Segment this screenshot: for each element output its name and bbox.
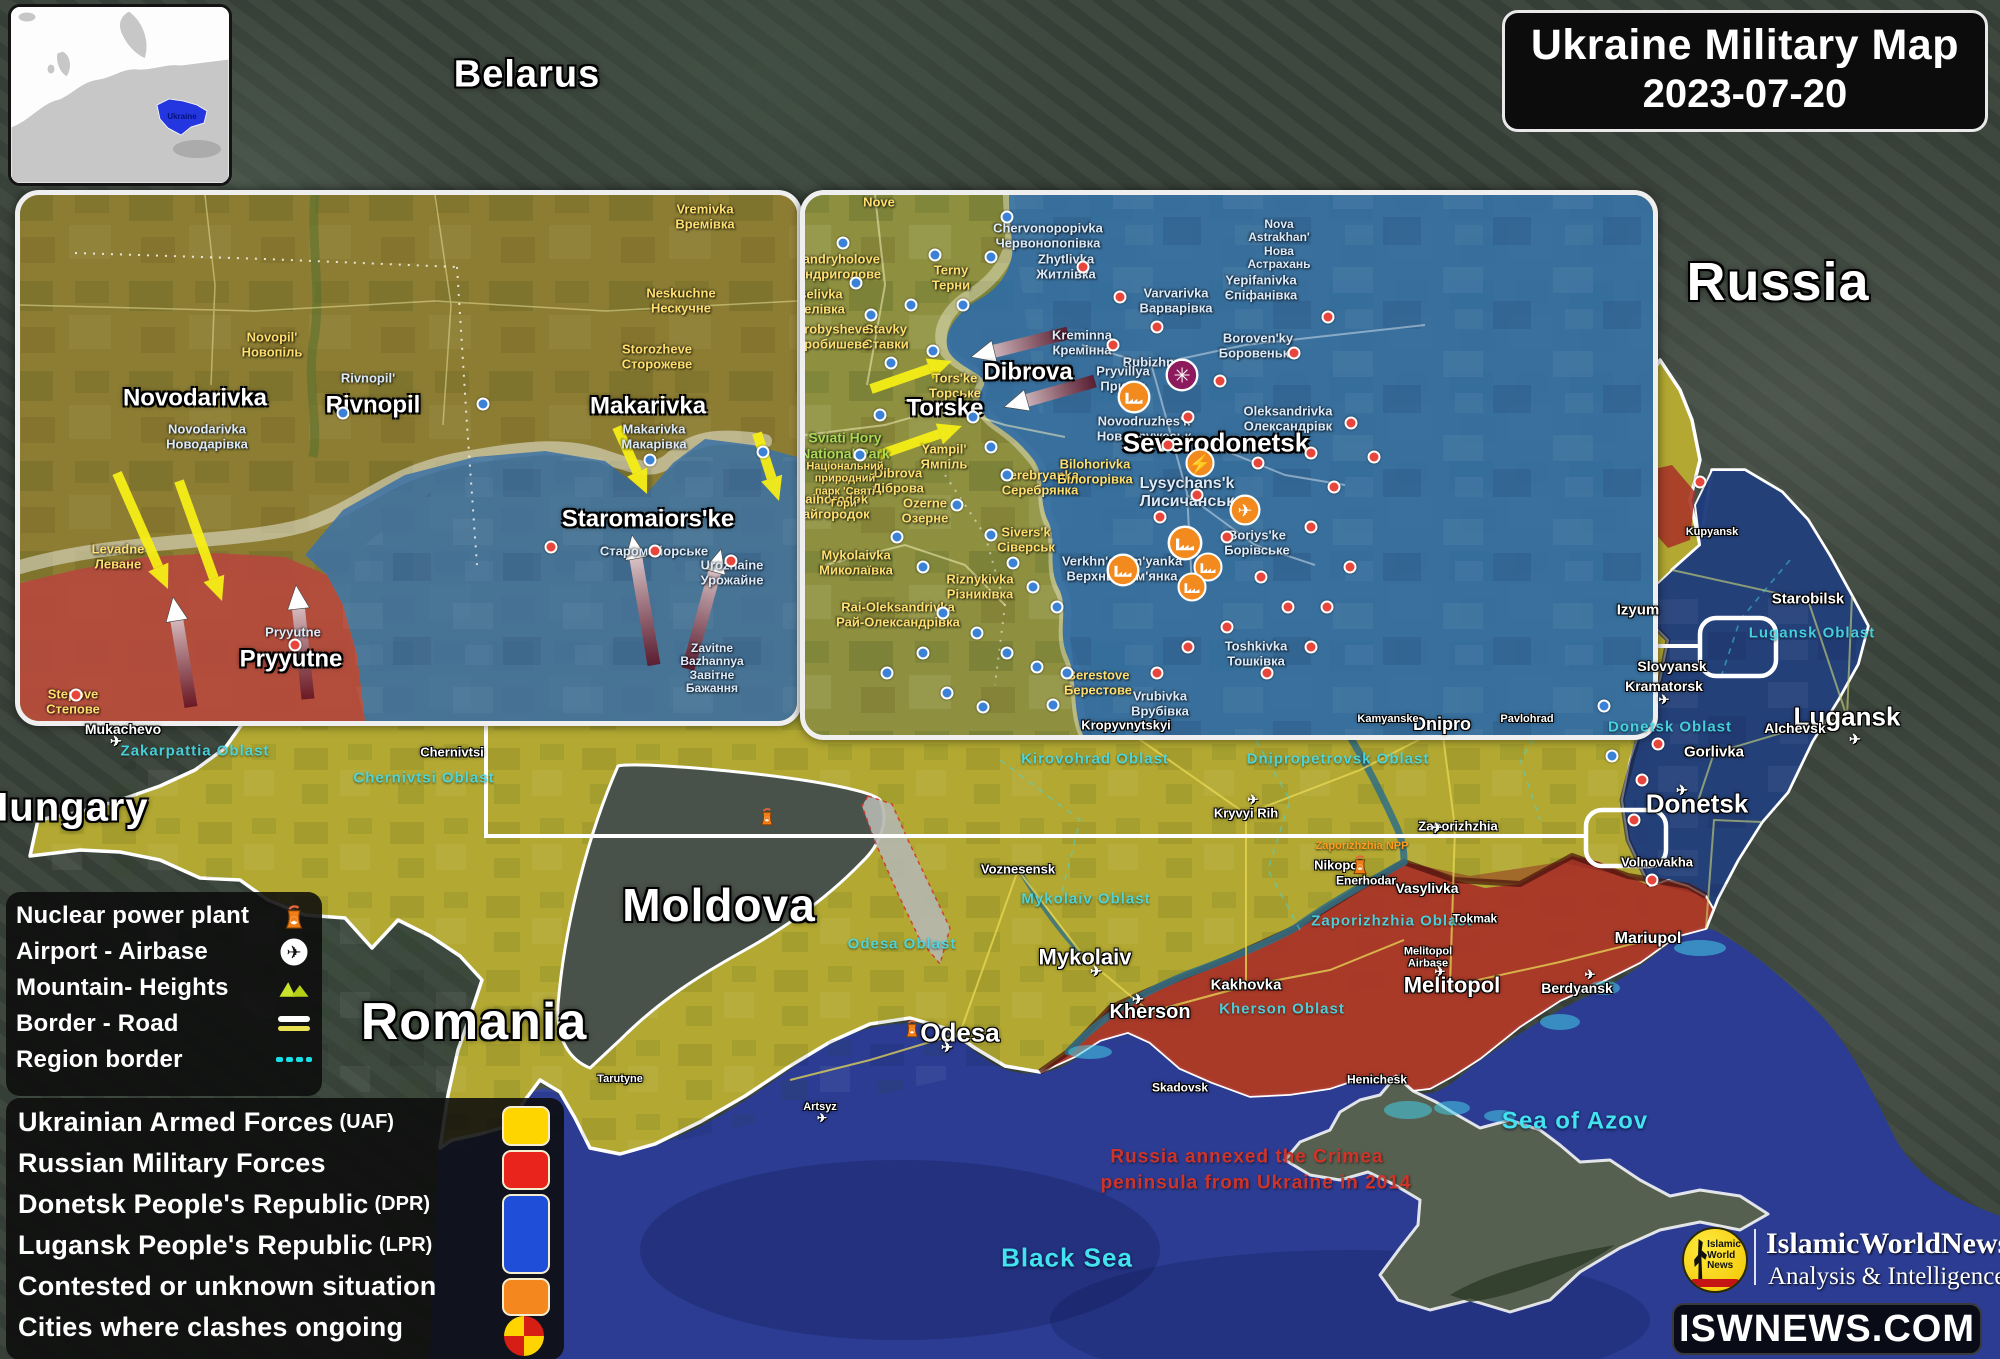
legend-label: Airport - Airbase [16, 938, 208, 965]
locator-ukraine-shape [156, 98, 208, 136]
ru-advance-arrowhead [624, 534, 648, 561]
legend-label: Russian Military Forces [18, 1148, 326, 1178]
legend-label: Border - Road [16, 1010, 179, 1037]
ru-advance-arrow [681, 570, 721, 671]
uaf-advance-arrowhead [148, 562, 169, 589]
nuclear-plant-icon [276, 901, 312, 931]
mountain-icon [276, 976, 312, 1000]
legend-row-uaf: Ukrainian Armed Forces (UAF) [18, 1102, 552, 1143]
legend-row-mountain: Mountain- Heights [16, 970, 312, 1006]
inset-left-arrows [112, 424, 783, 709]
ru-advance-arrow [170, 619, 198, 709]
legend-label: Region border [16, 1046, 183, 1073]
inset-left-russian-zone [20, 553, 365, 721]
legend-row-nuclear: Nuclear power plant [16, 898, 312, 934]
inset-right-map [805, 195, 1653, 735]
moldova-shape [556, 763, 886, 1070]
brand-tagline: Analysis & Intelligence [1768, 1263, 2000, 1290]
legend-row-lpr: Lugansk People's Republic (LPR) [18, 1225, 552, 1266]
ru-advance-arrow [992, 326, 1070, 358]
uaf-advance-arrowhead [203, 574, 225, 601]
legend-row-contested: Contested or unknown situation [18, 1266, 552, 1307]
russian-zone [1040, 856, 1714, 1096]
uaf-advance-arrow [877, 429, 941, 460]
uaf-advance-arrow [174, 479, 219, 581]
legend-label: Nuclear power plant [16, 902, 250, 929]
legend-swatches [502, 1106, 550, 1356]
uaf-advance-arrowhead [627, 467, 648, 494]
ru-advance-arrowhead [970, 340, 998, 363]
legend-row-region-border: Region border [16, 1042, 312, 1078]
brand-site-url: ISWNEWS.COM [1672, 1303, 1982, 1355]
title-box: Ukraine Military Map 2023-07-20 [1501, 10, 1988, 132]
svg-text:✈: ✈ [286, 942, 301, 962]
ru-advance-arrowhead [287, 584, 310, 611]
legend-row-clashes: Cities where clashes ongoing [18, 1307, 552, 1348]
crimea-shape [1283, 1074, 1770, 1314]
ru-advance-arrow [629, 557, 661, 667]
logo-text: Islamic World News [1707, 1239, 1741, 1271]
village-label: Zelene Pole Зелене Поле [214, 190, 296, 192]
ru-advance-arrow [292, 608, 315, 700]
legend-suffix: (LPR) [379, 1234, 433, 1256]
dpr-lpr-color-swatch [502, 1194, 550, 1274]
uaf-advance-arrow [112, 470, 163, 570]
locator-ukraine-label: Ukraine [167, 112, 197, 121]
contested-color-swatch [502, 1278, 550, 1316]
inset-left-map [20, 195, 797, 721]
map-date: 2023-07-20 [1642, 72, 1848, 116]
inset-severodonetsk-front: NoveShandryholove Шандриголовеoselivka о… [800, 190, 1658, 740]
uaf-advance-arrow [869, 364, 931, 394]
ru-advance-arrowhead [703, 548, 726, 576]
clashes-circle-icon [504, 1316, 544, 1356]
legend-row-dpr: Donetsk People's Republic (DPR) [18, 1184, 552, 1225]
legend-suffix: (UAF) [339, 1111, 394, 1133]
airport-icon: ✈ [276, 937, 312, 967]
symbols-legend: Nuclear power plant Airport - Airbase ✈ … [6, 892, 322, 1096]
ru-advance-arrow [1025, 374, 1097, 407]
inset-right-arrows [869, 326, 1097, 460]
soldier-silhouette-icon [1694, 1239, 1707, 1279]
region-border-icon [276, 1055, 312, 1065]
uaf-advance-arrow [612, 424, 642, 475]
branding-block: Islamic World News IslamicWorldNews Anal… [1672, 1219, 2000, 1359]
legend-row-border-road: Border - Road [16, 1006, 312, 1042]
brand-divider [1754, 1229, 1756, 1285]
legend-row-russian: Russian Military Forces [18, 1143, 552, 1184]
legend-label: Cities where clashes ongoing [18, 1312, 404, 1342]
brand-name: IslamicWorldNews [1766, 1227, 2000, 1260]
legend-row-airport: Airport - Airbase ✈ [16, 934, 312, 970]
legend-label: Donetsk People's Republic [18, 1189, 369, 1219]
legend-suffix: (DPR) [374, 1193, 431, 1215]
logo-red-banner [1690, 1279, 1740, 1287]
border-road-icon [276, 1013, 312, 1035]
legend-label: Contested or unknown situation [18, 1271, 437, 1301]
zones-legend: Ukrainian Armed Forces (UAF) Russian Mil… [6, 1098, 564, 1359]
uaf-advance-arrowhead [761, 474, 783, 501]
ru-advance-arrowhead [1003, 389, 1031, 412]
map-title: Ukraine Military Map [1530, 21, 1959, 69]
uaf-advance-arrowhead [925, 358, 952, 380]
uaf-color-swatch [502, 1106, 550, 1146]
europe-locator-map: Ukraine [8, 4, 232, 186]
ru-advance-arrowhead [165, 596, 189, 623]
legend-label: Ukrainian Armed Forces [18, 1107, 334, 1137]
iwn-logo-icon: Islamic World News [1682, 1227, 1748, 1293]
uaf-advance-arrow [752, 431, 777, 480]
legend-label: Lugansk People's Republic [18, 1230, 373, 1260]
uaf-advance-arrowhead [935, 423, 962, 445]
legend-label: Mountain- Heights [16, 974, 229, 1001]
russian-color-swatch [502, 1150, 550, 1190]
inset-novodarivka-front: Zelene Pole Зелене ПолеNovopil' Новопіль… [15, 190, 802, 726]
